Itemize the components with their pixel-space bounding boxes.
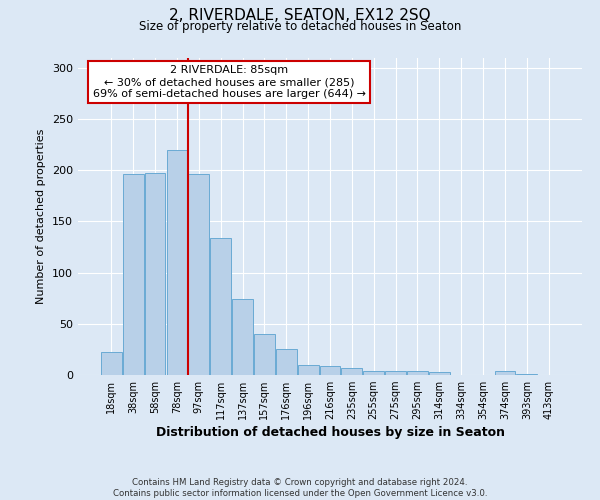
Text: 2 RIVERDALE: 85sqm
← 30% of detached houses are smaller (285)
69% of semi-detach: 2 RIVERDALE: 85sqm ← 30% of detached hou…: [92, 66, 366, 98]
Text: Size of property relative to detached houses in Seaton: Size of property relative to detached ho…: [139, 20, 461, 33]
Bar: [123, 174, 143, 375]
Bar: [364, 371, 384, 375]
Bar: [298, 365, 319, 375]
Bar: [101, 352, 122, 375]
Bar: [494, 371, 515, 375]
Bar: [232, 299, 253, 375]
X-axis label: Distribution of detached houses by size in Seaton: Distribution of detached houses by size …: [155, 426, 505, 440]
Bar: [385, 371, 406, 375]
Text: 2, RIVERDALE, SEATON, EX12 2SQ: 2, RIVERDALE, SEATON, EX12 2SQ: [169, 8, 431, 22]
Bar: [188, 174, 209, 375]
Bar: [320, 366, 340, 375]
Bar: [210, 238, 231, 375]
Bar: [276, 350, 296, 375]
Bar: [145, 173, 166, 375]
Bar: [407, 371, 428, 375]
Bar: [254, 334, 275, 375]
Y-axis label: Number of detached properties: Number of detached properties: [37, 128, 46, 304]
Text: Contains HM Land Registry data © Crown copyright and database right 2024.
Contai: Contains HM Land Registry data © Crown c…: [113, 478, 487, 498]
Bar: [517, 374, 537, 375]
Bar: [341, 368, 362, 375]
Bar: [167, 150, 187, 375]
Bar: [429, 372, 450, 375]
